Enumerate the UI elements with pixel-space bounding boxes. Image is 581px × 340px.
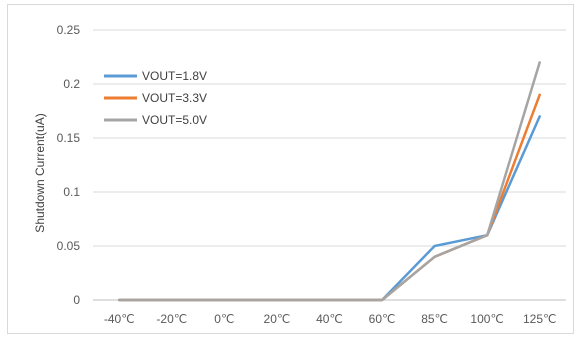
x-tick-label: 0℃ bbox=[214, 312, 234, 326]
x-tick-label: -40℃ bbox=[104, 312, 135, 326]
chart-frame bbox=[7, 4, 574, 334]
legend: VOUT=1.8V VOUT=3.3V VOUT=5.0V bbox=[104, 69, 207, 127]
y-tick-label: 0.25 bbox=[57, 23, 81, 37]
x-axis-ticks: -40℃ -20℃ 0℃ 20℃ 40℃ 60℃ 85℃ 100℃ 125℃ bbox=[104, 312, 557, 326]
y-tick-label: 0.15 bbox=[57, 131, 81, 145]
legend-label: VOUT=1.8V bbox=[142, 69, 207, 83]
y-tick-label: 0.05 bbox=[57, 239, 81, 253]
series-line-1 bbox=[118, 115, 541, 302]
x-tick-label: -20℃ bbox=[156, 312, 187, 326]
x-tick-label: 60℃ bbox=[369, 312, 396, 326]
series-line-3 bbox=[118, 61, 541, 302]
y-tick-label: 0.1 bbox=[63, 185, 80, 199]
y-axis-ticks: 0 0.05 0.1 0.15 0.2 0.25 bbox=[57, 23, 81, 307]
x-tick-label: 125℃ bbox=[523, 312, 557, 326]
legend-label: VOUT=5.0V bbox=[142, 113, 207, 127]
x-tick-label: 40℃ bbox=[316, 312, 343, 326]
legend-label: VOUT=3.3V bbox=[142, 91, 207, 105]
y-tick-label: 0.2 bbox=[63, 77, 80, 91]
y-axis-label: Shutdown Current(uA) bbox=[33, 113, 47, 232]
x-tick-label: 85℃ bbox=[421, 312, 448, 326]
x-tick-label: 20℃ bbox=[264, 312, 291, 326]
x-tick-label: 100℃ bbox=[470, 312, 504, 326]
y-tick-label: 0 bbox=[73, 293, 80, 307]
series-lines bbox=[118, 61, 541, 302]
